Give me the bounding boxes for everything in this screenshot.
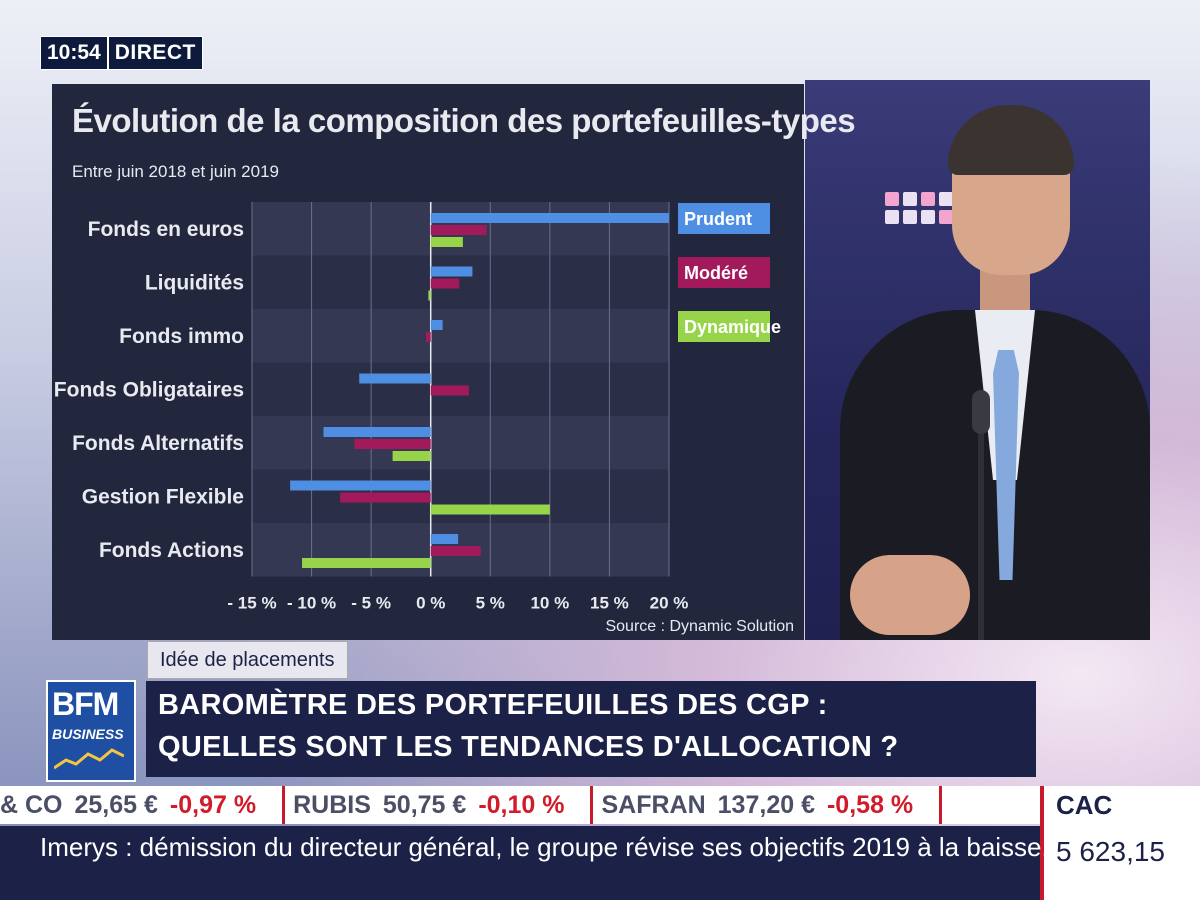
category-label: Fonds Alternatifs [72, 432, 244, 455]
microphone-stand [978, 420, 984, 640]
presenter-hands [850, 555, 970, 635]
x-tick-label: 20 % [650, 594, 689, 613]
headline-banner: BAROMÈTRE DES PORTEFEUILLES DES CGP : QU… [146, 681, 1036, 777]
chart-row-band [252, 309, 669, 363]
headline-line-2: QUELLES SONT LES TENDANCES D'ALLOCATION … [158, 731, 899, 763]
stock-change: -0,97 % [169, 790, 257, 819]
bar-prudent [290, 480, 431, 491]
chart-subtitle: Entre juin 2018 et juin 2019 [72, 162, 279, 181]
presenter [840, 100, 1150, 640]
bar-prudent [359, 373, 431, 384]
stock-price: 137,20 € [717, 790, 815, 819]
stock-item: SAFRAN 137,20 € -0,58 % [593, 786, 943, 824]
index-box: CAC 5 623,15 [1040, 786, 1200, 900]
stock-item: RUBIS 50,75 € -0,10 % [285, 786, 594, 824]
x-tick-label: - 5 % [351, 594, 391, 613]
logo-wave-icon [54, 748, 124, 770]
bar-modr [430, 385, 469, 396]
microphone [972, 390, 990, 434]
stock-price: 25,65 € [74, 790, 158, 819]
category-label: Liquidités [145, 271, 244, 294]
live-badge: DIRECT [108, 37, 202, 69]
bar-modr [430, 278, 460, 289]
x-tick-label: 15 % [590, 594, 629, 613]
category-label: Gestion Flexible [82, 485, 244, 508]
stock-change: -0,10 % [478, 790, 565, 819]
bar-modr [430, 225, 487, 235]
bar-prudent [430, 534, 459, 544]
bar-prudent [430, 320, 443, 330]
x-tick-label: 0 % [416, 594, 445, 613]
bar-dynamique [430, 504, 550, 515]
x-tick-label: 10 % [530, 594, 569, 613]
category-label: Fonds en euros [88, 218, 244, 241]
bar-dynamique [302, 558, 431, 568]
bar-modr [354, 439, 431, 449]
stock-price: 50,75 € [382, 790, 467, 819]
index-name: CAC [1056, 790, 1113, 820]
legend-label: Modéré [684, 263, 748, 283]
clock-time: 10:54 [41, 37, 107, 69]
bar-dynamique [392, 451, 431, 461]
chart-row-band [252, 416, 669, 470]
channel-logo: BFM BUSINESS [46, 680, 136, 782]
bar-chart: - 15 % - 10 % - 5 % 0 % 5 % 10 % 15 % 20 % Fonds… [54, 202, 781, 613]
segment-rubric: Idée de placements [147, 641, 348, 679]
category-label: Fonds Obligataires [54, 378, 244, 401]
chart-source: Source : Dynamic Solution [605, 618, 794, 635]
chart-panel: - 15 % - 10 % - 5 % 0 % 5 % 10 % 15 % 20 % Fonds… [52, 84, 856, 640]
stock-name: SAFRAN [601, 790, 706, 819]
bar-prudent [430, 266, 473, 277]
bar-modr [430, 546, 481, 556]
stock-item: & CO 25,65 € -0,97 % [0, 786, 286, 824]
bar-modr [340, 492, 431, 503]
bar-prudent [323, 427, 431, 437]
news-ticker-text: Imerys : démission du directeur général,… [40, 832, 1049, 862]
stock-ticker: & CO 25,65 € -0,97 % RUBIS 50,75 € -0,10… [0, 786, 1040, 824]
category-label: Fonds Actions [99, 539, 244, 562]
legend-label: Prudent [684, 209, 752, 229]
chart-row-band [252, 469, 669, 523]
index-value: 5 623,15 [1056, 836, 1165, 867]
chart-row-band [252, 255, 669, 309]
x-tick-label: - 10 % [287, 594, 336, 613]
presenter-hair [948, 105, 1074, 175]
legend-label: Dynamique [684, 317, 781, 337]
legend-swatch [678, 257, 770, 288]
category-label: Fonds immo [119, 325, 244, 348]
stock-change: -0,58 % [826, 790, 914, 819]
live-clock: 10:54 DIRECT [40, 36, 203, 70]
x-tick-label: - 15 % [227, 594, 276, 613]
logo-text-business: BUSINESS [52, 726, 124, 742]
bar-dynamique [430, 237, 463, 247]
logo-text-bfm: BFM [52, 686, 119, 722]
legend-swatch [678, 311, 770, 342]
headline-line-1: BAROMÈTRE DES PORTEFEUILLES DES CGP : [158, 689, 828, 721]
bar-dynamique [428, 290, 431, 301]
news-ticker: Imerys : démission du directeur général,… [0, 826, 1049, 900]
chart-title: Évolution de la composition des portefeu… [72, 102, 856, 139]
legend-swatch [678, 203, 770, 234]
stock-name: RUBIS [293, 790, 371, 819]
stock-name: & CO [0, 790, 63, 819]
bar-modr [425, 332, 431, 342]
x-tick-label: 5 % [476, 594, 505, 613]
bar-prudent [430, 213, 669, 223]
clock-separator [106, 37, 109, 69]
